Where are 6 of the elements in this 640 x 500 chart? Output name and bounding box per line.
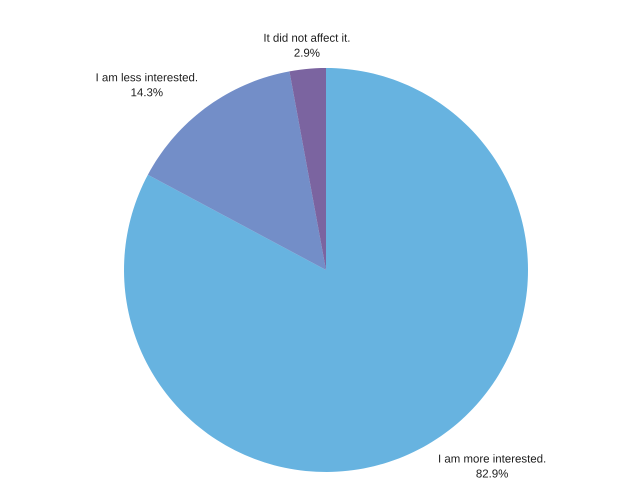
data-label: 2.9% xyxy=(294,48,320,57)
data-label: 14.3% xyxy=(131,88,163,96)
slice-label: I am more interested. xyxy=(439,454,546,463)
slice-label: It did not affect it. xyxy=(264,33,350,42)
data-label: 82.9% xyxy=(476,469,508,478)
slice-label: I am less interested. xyxy=(96,72,198,82)
